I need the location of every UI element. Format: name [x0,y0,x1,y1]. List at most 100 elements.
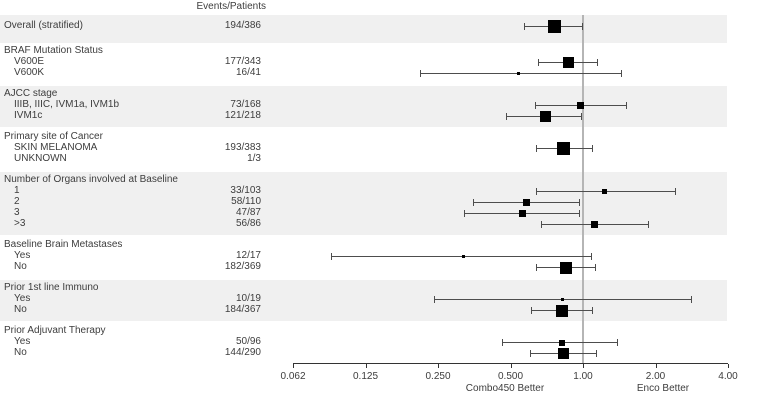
group-header-label: Prior 1st line Immuno [4,282,99,293]
row-label: V600K [14,67,45,78]
row-events-value: 144/290 [224,347,261,358]
ci-line [419,73,622,74]
row-events-value: 194/386 [224,20,261,31]
ci-cap-right [690,296,692,303]
x-axis-tick [583,364,584,368]
hr-marker [557,142,570,155]
hr-marker [517,72,521,75]
ci-cap-right [578,199,580,206]
ci-cap-left [433,296,435,303]
row-events-value: 193/383 [224,142,261,153]
x-axis-tick-label: 2.00 [645,371,666,382]
row-label: No [14,261,27,272]
group-header-label: BRAF Mutation Status [4,45,103,56]
x-axis-tick [655,364,657,368]
ci-cap-left [524,23,526,30]
row-events-value: 121/218 [224,110,261,121]
hr-marker [462,255,466,258]
group-header-label: Number of Organs involved at Baseline [4,174,178,185]
row-label: 2 [14,196,20,207]
row-label: UNKNOWN [14,153,67,164]
hr-marker [547,20,561,33]
row-events-value: 58/110 [231,196,261,207]
ci-cap-left [541,221,543,228]
group-header-label: Baseline Brain Metastases [4,239,123,250]
row-label: No [14,347,27,358]
group-header-label: AJCC stage [4,88,58,99]
ci-cap-right [625,102,627,109]
group-shaded-band [0,86,727,127]
ci-cap-right [594,264,596,271]
x-axis-tick-label: 0.250 [425,371,451,382]
ci-cap-right [620,70,622,77]
row-label: Yes [14,250,31,261]
x-axis-tick [293,364,294,368]
ci-cap-right [617,339,619,346]
hr-marker [560,298,564,301]
row-label: Yes [14,336,31,347]
x-axis-tick-label: 1.00 [573,371,593,382]
hr-marker [562,57,574,68]
ci-cap-right [582,23,583,30]
hr-marker [556,304,569,317]
ci-cap-right [674,188,676,195]
row-events-value: 177/343 [224,56,261,67]
row-events-value: 184/367 [224,304,261,315]
axis-annotation-left: Combo450 Better [465,383,545,394]
ci-cap-left [529,350,531,357]
x-axis-line [293,363,728,364]
row-events-value: 10/19 [235,293,261,304]
x-axis-tick [510,364,512,368]
row-label: Overall (stratified) [4,20,83,31]
hr-marker [559,339,566,346]
group-shaded-band [0,15,727,43]
ci-cap-left [536,188,538,195]
ci-cap-left [419,70,421,77]
row-label: IIIB, IIIC, IVM1a, IVM1b [14,99,120,110]
ci-cap-left [536,145,538,152]
ci-cap-left [536,264,538,271]
row-label: >3 [14,218,26,229]
row-label: IVM1c [14,110,43,121]
ci-cap-right [648,221,650,228]
row-label: SKIN MELANOMA [14,142,98,153]
ci-cap-right [596,59,598,66]
ci-cap-left [463,210,465,217]
row-label: 1 [14,185,20,196]
ci-cap-left [534,102,536,109]
row-events-value: 73/168 [230,99,261,110]
ci-cap-left [537,59,539,66]
ci-cap-left [473,199,475,206]
row-events-value: 33/103 [230,185,261,196]
row-events-value: 47/87 [235,207,261,218]
hr-marker [518,210,526,217]
ci-cap-right [591,307,593,314]
row-events-value: 16/41 [235,67,261,78]
events-patients-header: Events/Patients [196,1,266,12]
x-axis-tick-label: 0.500 [497,371,524,382]
group-header-label: Prior Adjuvant Therapy [4,325,106,336]
row-events-value: 1/3 [247,153,261,164]
hr-marker [577,102,585,109]
ci-cap-left [506,113,508,120]
hr-marker [558,348,569,359]
ci-cap-right [580,113,582,120]
ci-cap-right [595,350,597,357]
ci-cap-left [501,339,503,346]
row-events-value: 182/369 [224,261,261,272]
row-label: 3 [14,207,20,218]
row-label: Yes [14,293,31,304]
row-events-value: 50/96 [235,336,261,347]
reference-line [582,15,584,363]
row-events-value: 12/17 [235,250,261,261]
hr-marker [540,111,552,122]
hr-marker [591,221,599,228]
group-header-label: Primary site of Cancer [4,131,103,142]
ci-line [331,256,592,257]
ci-cap-right [591,253,592,260]
hr-marker [560,261,572,274]
hr-marker [602,189,608,194]
x-axis-tick-label: 0.125 [352,371,379,382]
